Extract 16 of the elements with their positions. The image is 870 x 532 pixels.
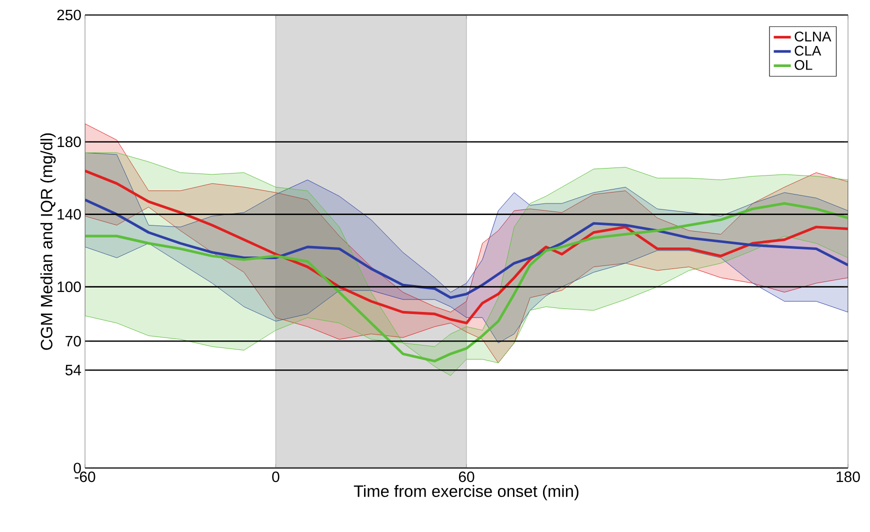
y-tick-label: 0 xyxy=(74,462,81,474)
y-axis-title: CGM Median and IQR (mg/dl) xyxy=(40,133,56,350)
y-tick-label: 54 xyxy=(65,364,82,376)
x-tick-label: 60 xyxy=(458,472,474,482)
legend-label: CLA xyxy=(794,46,822,56)
x-tick-label: -60 xyxy=(74,472,96,482)
x-axis-title: Time from exercise onset (min) xyxy=(354,484,578,500)
y-tick-label: 180 xyxy=(58,136,81,148)
y-tick-label: 70 xyxy=(66,336,81,346)
legend-label: OL xyxy=(794,60,812,70)
y-tick-label: 140 xyxy=(58,209,81,220)
y-tick-label: 100 xyxy=(58,282,81,292)
y-tick-label: 250 xyxy=(57,10,81,20)
x-tick-label: 180 xyxy=(836,472,860,482)
x-tick-label: 0 xyxy=(272,472,280,482)
legend-label: CLNA xyxy=(794,32,832,42)
